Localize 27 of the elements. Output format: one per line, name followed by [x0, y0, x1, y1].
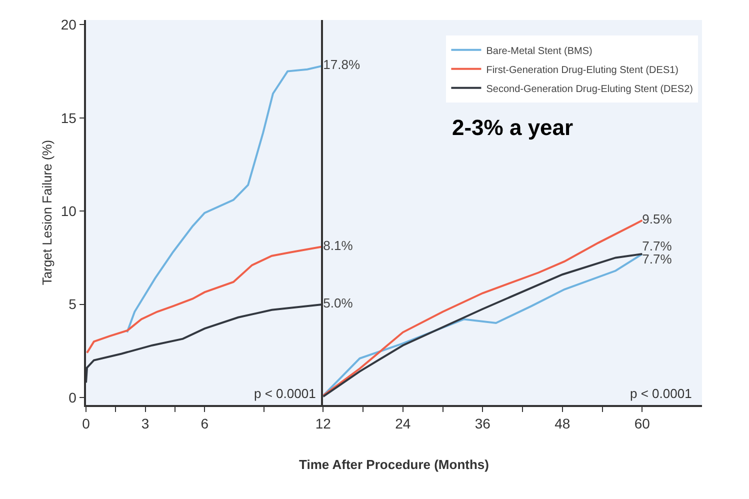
data-label: 8.1%: [323, 238, 354, 253]
x-tick-label: 24: [395, 416, 411, 432]
x-tick-label: 3: [141, 416, 150, 432]
y-tick-label: 15: [60, 110, 77, 126]
y-tick-label: 5: [68, 296, 77, 312]
x-axis-title: Time After Procedure (Months): [299, 457, 489, 472]
y-axis-title: Target Lesion Failure (%): [39, 140, 54, 286]
annotation: p < 0.0001: [630, 386, 692, 401]
legend-label: Second-Generation Drug-Eluting Stent (DES2): [486, 84, 693, 95]
x-tick-label: 12: [315, 416, 332, 432]
annotation: p < 0.0001: [254, 386, 316, 401]
x-tick-label: 6: [200, 416, 209, 432]
x-tick-label: 48: [554, 416, 570, 432]
data-label: 7.7%: [642, 252, 672, 267]
y-tick-label: 10: [60, 203, 77, 219]
y-tick-label: 20: [60, 16, 77, 33]
annotation: 2-3% a year: [452, 115, 574, 140]
data-label: 17.8%: [323, 56, 360, 72]
data-label: 9.5%: [642, 212, 672, 227]
data-label: 7.7%: [642, 238, 672, 254]
x-tick-label: 36: [474, 416, 491, 432]
legend-label: Bare-Metal Stent (BMS): [486, 46, 592, 57]
x-tick-label: 60: [634, 416, 650, 432]
y-tick-label: 0: [68, 389, 77, 406]
x-tick-label: 0: [82, 416, 90, 432]
legend-label: First-Generation Drug-Eluting Stent (DES1): [486, 64, 679, 76]
data-label: 5.0%: [323, 296, 354, 311]
